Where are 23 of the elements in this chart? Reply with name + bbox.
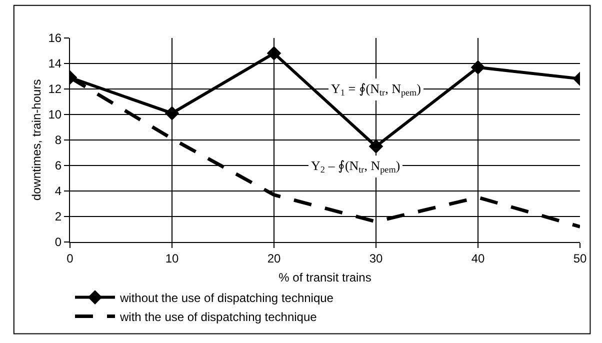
annotation: Y$_{2}$ – ∮(N$_{tr}$, N$_{pem}$) (311, 158, 400, 175)
y-tick-label: 10 (48, 108, 62, 122)
x-tick-label: 40 (471, 251, 485, 266)
x-tick-label: 20 (267, 251, 281, 266)
y-tick-label: 6 (54, 158, 62, 173)
y-tick-label: 14 (48, 56, 62, 71)
legend-label: with the use of dispatching technique (119, 310, 318, 324)
point (368, 139, 384, 154)
y-tick-label: 4 (54, 184, 62, 198)
x-tick-label: 50 (573, 251, 587, 266)
annotation: Y$_{1}$ = ∮(N$_{tr}$, N$_{pem}$) (331, 81, 421, 98)
y-tick-label: 8 (54, 133, 62, 148)
y-tick-label: 0 (54, 235, 62, 250)
legend-label: without the use of dispatching technique (119, 290, 334, 305)
y-tick-label: 16 (48, 31, 62, 46)
point (266, 46, 282, 60)
y-axis-title: downtimes, train-hours (30, 79, 44, 201)
x-tick-label: 30 (369, 251, 383, 266)
x-tick-label: 0 (66, 251, 74, 266)
y-tick-label: 2 (54, 210, 62, 224)
y-tick-label: 12 (48, 82, 62, 96)
x-axis-title: % of transit trains (278, 270, 372, 284)
x-tick-label: 10 (165, 251, 179, 266)
